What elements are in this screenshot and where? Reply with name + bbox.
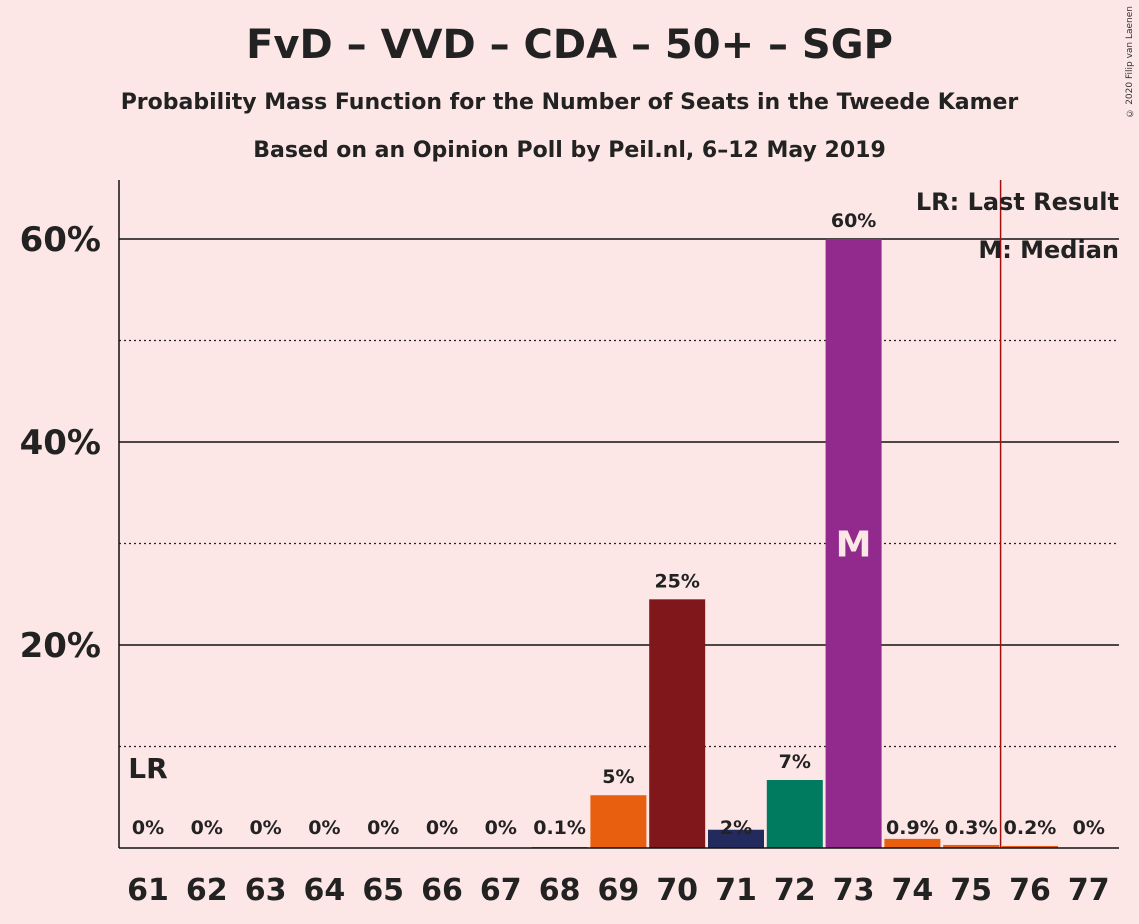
x-tick-label: 77 xyxy=(1068,873,1110,908)
bar xyxy=(884,838,941,848)
data-label: 60% xyxy=(831,210,876,232)
data-label: 0.3% xyxy=(945,817,998,839)
data-label: 0% xyxy=(191,817,223,839)
data-label: 0% xyxy=(1073,817,1105,839)
x-tick-label: 71 xyxy=(715,873,757,908)
data-label: 0% xyxy=(308,817,340,839)
x-tick-label: 72 xyxy=(774,873,816,908)
data-label: 0.1% xyxy=(533,817,586,839)
data-label: 0% xyxy=(132,817,164,839)
bar xyxy=(649,599,706,848)
x-tick-label: 63 xyxy=(245,873,287,908)
chart-source-subtitle: Based on an Opinion Poll by Peil.nl, 6–1… xyxy=(253,138,886,163)
x-tick-label: 76 xyxy=(1009,873,1051,908)
legend-median: M: Median xyxy=(978,236,1119,264)
bar xyxy=(590,795,647,848)
data-label: 2% xyxy=(720,817,752,839)
x-tick-label: 68 xyxy=(539,873,581,908)
data-label: 0% xyxy=(485,817,517,839)
bar xyxy=(1002,845,1058,848)
y-tick-label: 40% xyxy=(20,423,101,463)
data-label: 0% xyxy=(249,817,281,839)
data-label: 7% xyxy=(779,751,811,773)
bar xyxy=(766,779,823,848)
data-label: 25% xyxy=(654,570,699,592)
data-label: 0.9% xyxy=(886,817,939,839)
data-label: 0% xyxy=(426,817,458,839)
median-marker: M xyxy=(836,525,872,566)
bar xyxy=(708,829,764,848)
x-tick-label: 69 xyxy=(598,873,640,908)
bar xyxy=(825,239,882,848)
legend-last-result: LR: Last Result xyxy=(916,188,1119,216)
y-tick-label: 20% xyxy=(20,626,101,666)
chart-subtitle: Probability Mass Function for the Number… xyxy=(120,90,1019,115)
y-tick-label: 60% xyxy=(20,220,101,260)
chart-title: FvD – VVD – CDA – 50+ – SGP xyxy=(246,22,893,68)
x-tick-label: 61 xyxy=(127,873,169,908)
last-result-marker: LR xyxy=(128,752,167,785)
bar xyxy=(943,844,1000,848)
x-tick-label: 65 xyxy=(362,873,404,908)
x-tick-label: 73 xyxy=(833,873,875,908)
data-label: 0.2% xyxy=(1004,817,1057,839)
x-tick-label: 67 xyxy=(480,873,522,908)
x-tick-label: 70 xyxy=(656,873,698,908)
x-tick-label: 66 xyxy=(421,873,463,908)
data-label: 0% xyxy=(367,817,399,839)
x-tick-label: 75 xyxy=(950,873,992,908)
x-tick-label: 64 xyxy=(304,873,346,908)
x-tick-label: 62 xyxy=(186,873,228,908)
data-label: 5% xyxy=(602,766,634,788)
x-tick-label: 74 xyxy=(892,873,934,908)
